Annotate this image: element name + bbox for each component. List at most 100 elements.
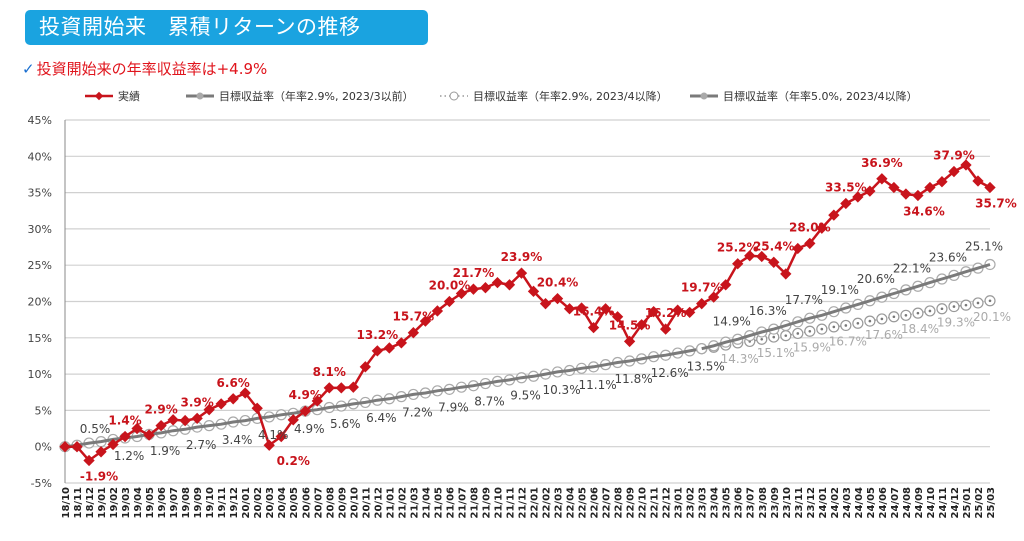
target-marker-dot [976, 301, 980, 305]
actual-marker [864, 185, 876, 197]
x-tick-label: 23/06 [734, 487, 745, 519]
x-tick-label: 24/10 [926, 487, 937, 519]
x-tick-label: 19/12 [229, 487, 240, 519]
data-label: 1.2% [114, 449, 145, 463]
data-label: 11.1% [579, 378, 617, 392]
actual-marker [287, 414, 299, 426]
target-marker-dot [856, 321, 860, 325]
x-tick-label: 22/09 [626, 487, 637, 519]
data-label: 8.1% [313, 365, 346, 379]
data-label: 37.9% [933, 149, 975, 163]
actual-marker [299, 405, 311, 417]
actual-marker [251, 402, 263, 414]
x-tick-label: 21/05 [433, 487, 444, 519]
actual-marker [215, 398, 227, 410]
legend: 実績 目標収益率（年率2.9%, 2023/3以前） 目標収益率（年率2.9%, 2… [85, 89, 918, 103]
y-tick-label: 25% [28, 259, 52, 272]
actual-marker [852, 191, 864, 203]
data-label: 36.9% [861, 156, 903, 170]
target-marker-dot [844, 324, 848, 327]
actual-marker [924, 181, 936, 194]
actual-marker [708, 291, 720, 303]
data-label: 1.9% [150, 444, 181, 458]
target-marker-dot [868, 319, 872, 323]
x-tick-label: 22/03 [554, 487, 565, 519]
data-label: 3.4% [222, 433, 253, 447]
actual-marker [659, 323, 672, 335]
data-label: 15.7% [393, 310, 435, 324]
data-label: 16.4% [573, 305, 615, 319]
actual-marker [383, 342, 396, 354]
x-tick-label: 23/08 [758, 487, 769, 519]
actual-marker [828, 209, 840, 221]
target-marker-dot [796, 332, 800, 335]
y-tick-label: -5% [31, 477, 52, 490]
actual-marker [696, 298, 708, 310]
x-tick-label: 23/04 [710, 487, 721, 519]
chart-title: 投資開始来 累積リターンの推移 [25, 10, 428, 45]
actual-marker [335, 382, 347, 394]
x-tick-label: 22/04 [566, 487, 577, 519]
actual-marker [611, 311, 624, 323]
actual-marker [635, 319, 648, 331]
series-3 [696, 258, 996, 355]
series-0 [59, 159, 996, 467]
x-tick-label: 22/08 [614, 487, 625, 519]
data-label: 20.1% [973, 310, 1011, 324]
data-label: 9.5% [510, 389, 541, 403]
actual-marker [599, 303, 612, 315]
actual-marker [684, 306, 696, 319]
x-tick-label: 23/10 [782, 487, 793, 519]
x-tick-label: 19/08 [181, 487, 192, 519]
x-tick-label: 21/01 [385, 487, 396, 519]
x-tick-label: 19/07 [169, 487, 180, 519]
x-tick-label: 19/04 [133, 487, 144, 519]
target-marker-dot [808, 329, 812, 333]
data-label: 0.2% [277, 454, 310, 468]
actual-marker [900, 188, 912, 200]
x-tick-label: 23/09 [770, 487, 781, 519]
legend-label: 目標収益率（年率5.0%, 2023/4以降） [723, 89, 918, 103]
data-label: 3.9% [181, 395, 214, 409]
actual-marker [227, 393, 239, 405]
x-tick-label: 21/09 [481, 487, 492, 519]
target-marker-dot [880, 317, 884, 321]
series-1 [59, 343, 708, 453]
data-label: 20.6% [857, 272, 895, 286]
target-line [701, 263, 991, 351]
data-label: 18.4% [901, 322, 939, 336]
x-tick-label: 20/11 [361, 487, 372, 519]
legend-label: 目標収益率（年率2.9%, 2023/3以前） [219, 89, 414, 103]
y-tick-label: 20% [28, 296, 52, 309]
data-label: 11.8% [615, 372, 653, 386]
data-label: 14.3% [721, 352, 759, 366]
series-2 [696, 295, 996, 355]
legend-marker [196, 92, 204, 100]
data-label: 28.0% [789, 220, 831, 234]
data-label: 4.9% [289, 388, 322, 402]
actual-marker [780, 268, 792, 280]
x-tick-label: 24/01 [818, 487, 829, 519]
actual-marker [972, 175, 984, 187]
data-label: 23.6% [929, 250, 967, 264]
x-tick-label: 21/03 [409, 487, 420, 519]
check-icon: ✓ [22, 60, 35, 78]
x-tick-label: 24/03 [842, 487, 853, 519]
target-marker-dot [892, 315, 896, 319]
x-tick-label: 22/06 [590, 487, 601, 519]
actual-marker [936, 176, 948, 188]
x-tick-label: 21/04 [421, 487, 432, 519]
x-tick-label: 18/11 [73, 487, 84, 519]
data-label: 34.6% [903, 205, 945, 219]
x-tick-label: 20/06 [301, 487, 312, 519]
x-tick-label: 25/02 [974, 487, 985, 519]
y-tick-label: 35% [28, 187, 52, 200]
data-label: 13.5% [687, 360, 725, 374]
subtitle: ✓ 投資開始来の年率収益率は+4.9% [22, 58, 267, 79]
y-tick-label: 30% [28, 223, 52, 236]
data-label: 25.1% [965, 239, 1003, 253]
data-label: 17.6% [865, 328, 903, 342]
x-tick-label: 22/01 [530, 487, 541, 519]
x-tick-label: 24/07 [890, 487, 901, 519]
